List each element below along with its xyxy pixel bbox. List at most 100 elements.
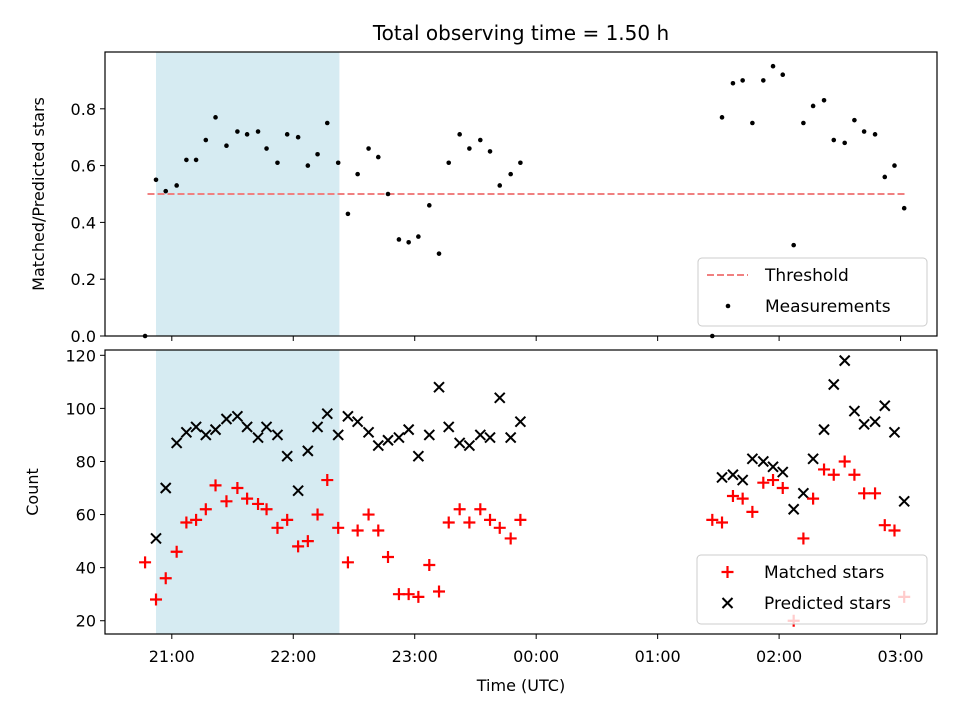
y-tick-label: 40	[76, 559, 96, 578]
matched-point	[281, 513, 294, 526]
measurement-point	[255, 129, 261, 134]
measurement-point	[831, 137, 837, 143]
matched-point	[716, 516, 729, 529]
matched-point	[706, 513, 719, 526]
predicted-point	[443, 421, 455, 433]
y-tick-label: 60	[76, 506, 96, 525]
predicted-point	[898, 495, 910, 507]
matched-point	[190, 513, 203, 526]
measurement-point	[163, 188, 169, 194]
predicted-point	[797, 487, 810, 500]
matched-point	[504, 532, 517, 545]
matched-point	[271, 521, 284, 534]
predicted-point	[209, 423, 222, 436]
matched-point	[423, 558, 436, 571]
matched-point	[382, 551, 395, 564]
predicted-point	[787, 503, 800, 515]
predicted-point	[271, 429, 284, 441]
matched-point	[433, 585, 446, 598]
matched-point	[209, 479, 222, 492]
measurement-point	[852, 117, 857, 123]
predicted-point	[281, 450, 293, 462]
measurement-point	[396, 237, 402, 242]
x-axis-label: Time (UTC)	[476, 676, 565, 695]
bottom-points	[139, 354, 911, 627]
predicted-point	[200, 429, 212, 441]
predicted-point	[260, 421, 273, 433]
matched-point	[311, 508, 324, 521]
legend-measurements-label: Measurements	[765, 297, 891, 317]
matched-point	[159, 572, 172, 585]
x-tick-label: 22:00	[270, 647, 316, 666]
measurement-point	[497, 183, 503, 188]
measurement-point	[901, 205, 907, 211]
matched-point	[199, 503, 212, 516]
measurement-point	[184, 157, 189, 163]
measurement-point	[467, 146, 472, 151]
y-tick-label: 80	[76, 452, 96, 471]
bottom-yticks: 20 40 60 80 100 120	[65, 346, 105, 631]
measurement-point	[295, 134, 301, 140]
matched-point	[241, 492, 254, 505]
matched-point	[372, 524, 385, 537]
measurement-point	[892, 163, 897, 168]
predicted-point	[372, 439, 384, 452]
top-axes-frame	[104, 51, 938, 337]
measurement-point	[324, 120, 330, 126]
predicted-point	[504, 431, 517, 444]
matched-point	[474, 503, 487, 516]
measurement-point	[335, 160, 341, 166]
measurement-point	[315, 151, 320, 157]
measurement-point	[213, 115, 218, 120]
matched-point	[260, 503, 273, 516]
y-tick-label: 0.0	[71, 327, 96, 346]
matched-legend-icon	[721, 566, 734, 578]
measurement-point	[385, 191, 391, 197]
matched-point	[341, 556, 354, 569]
matched-point	[170, 545, 183, 558]
predicted-point	[393, 431, 405, 444]
predicted-point	[180, 426, 193, 438]
measurement-point	[174, 183, 179, 188]
predicted-point	[838, 354, 851, 367]
predicted-point	[848, 405, 861, 417]
predicted-point	[241, 421, 253, 433]
predicted-point	[220, 413, 233, 425]
measurement-point	[761, 78, 766, 83]
predicted-point	[828, 378, 840, 391]
predicted-point	[382, 434, 394, 446]
top-legend-box	[697, 257, 928, 327]
measurement-point	[416, 234, 421, 239]
measurement-point	[193, 157, 199, 163]
matched-point	[757, 476, 770, 489]
matched-point	[514, 513, 527, 526]
y-tick-label: 120	[65, 346, 96, 365]
measurement-point	[366, 146, 371, 151]
predicted-point	[190, 421, 202, 433]
predicted-point	[746, 453, 759, 465]
matched-point	[402, 588, 415, 601]
measurement-point	[436, 251, 442, 256]
measurement-point	[153, 177, 159, 183]
measurement-point	[810, 103, 816, 109]
measurement-point	[861, 129, 867, 134]
measurement-point	[264, 146, 269, 151]
predicted-point	[302, 445, 314, 457]
predicted-point	[160, 482, 172, 494]
bottom-ylabel: Count	[23, 468, 42, 516]
predicted-point	[858, 418, 870, 431]
measurement-point	[284, 132, 290, 137]
x-tick-label: 23:00	[392, 647, 438, 666]
predicted-point	[716, 471, 728, 484]
predicted-point	[727, 469, 739, 481]
x-tick-label: 21:00	[149, 647, 195, 666]
measurement-point	[780, 72, 786, 78]
matched-point	[301, 535, 314, 548]
matched-point	[807, 492, 820, 505]
predicted-point	[463, 439, 476, 452]
predicted-point	[342, 410, 354, 423]
matched-point	[351, 524, 364, 537]
matched-point	[493, 521, 506, 534]
measurement-point	[305, 163, 311, 168]
